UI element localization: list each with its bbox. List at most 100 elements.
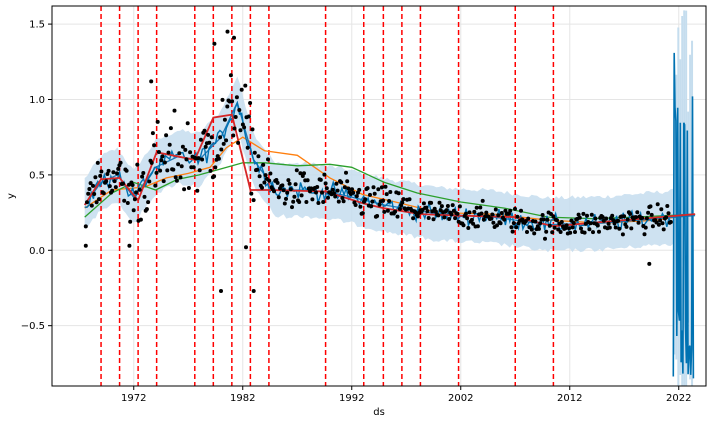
observed-point	[628, 211, 633, 216]
observed-point	[407, 197, 412, 202]
observed-point	[648, 204, 653, 209]
observed-point	[281, 188, 286, 193]
observed-point	[113, 185, 118, 190]
observed-point	[461, 223, 466, 228]
observed-point	[161, 179, 166, 184]
observed-point	[232, 35, 236, 40]
observed-point	[231, 133, 236, 138]
observed-point	[493, 207, 498, 212]
observed-point	[659, 207, 664, 212]
observed-point	[381, 198, 386, 203]
observed-point	[385, 208, 390, 213]
observed-point	[248, 101, 253, 105]
observed-point	[397, 207, 402, 211]
observed-point	[552, 225, 557, 230]
observed-point	[469, 217, 474, 222]
observed-point	[379, 185, 384, 190]
observed-point	[203, 144, 208, 149]
y-axis-label: y	[6, 193, 17, 199]
observed-point	[250, 127, 255, 132]
observed-point	[481, 217, 486, 222]
observed-point	[437, 200, 442, 205]
observed-point	[479, 211, 484, 216]
plot-frame	[51, 5, 707, 387]
observed-point	[272, 189, 276, 194]
observed-point	[310, 197, 315, 202]
observed-point	[191, 165, 196, 170]
observed-point	[513, 206, 517, 211]
observed-point	[490, 212, 495, 217]
observed-point	[180, 144, 185, 149]
observed-point	[369, 204, 374, 209]
observed-point	[220, 97, 225, 102]
observed-point	[559, 220, 564, 224]
observed-point	[467, 210, 472, 215]
observed-point	[308, 189, 312, 194]
y-tick-label: 0.0	[29, 246, 45, 257]
observed-point	[282, 201, 287, 206]
observed-point	[543, 236, 547, 241]
observed-point	[666, 211, 671, 216]
observed-point	[442, 215, 447, 220]
observed-point	[371, 185, 376, 190]
observed-point	[515, 214, 520, 219]
observed-point	[316, 201, 321, 205]
observed-point	[588, 221, 593, 226]
observed-point	[322, 172, 327, 177]
observed-point	[299, 193, 304, 198]
observed-point	[167, 142, 172, 147]
observed-point	[294, 168, 299, 173]
observed-point	[112, 179, 117, 184]
x-tick-label: 1972	[121, 393, 146, 404]
observed-point	[551, 214, 556, 219]
observed-point	[89, 203, 94, 208]
observed-point	[288, 187, 293, 192]
observed-point	[353, 203, 358, 207]
observed-point	[251, 289, 256, 293]
observed-point	[202, 128, 207, 133]
observed-point	[433, 209, 438, 214]
observed-point	[236, 140, 241, 145]
observed-point	[320, 190, 324, 195]
observed-point	[212, 41, 217, 46]
observed-point	[128, 219, 133, 224]
observed-point	[625, 217, 630, 222]
x-tick-label: 1992	[339, 393, 364, 404]
observed-point	[91, 183, 95, 188]
observed-point	[218, 135, 223, 140]
observed-point	[573, 230, 577, 234]
observed-point	[634, 215, 639, 220]
observed-point	[176, 162, 181, 167]
observed-point	[577, 215, 582, 220]
observed-point	[439, 204, 444, 209]
observed-point	[564, 223, 569, 228]
observed-point	[104, 179, 109, 184]
observed-point	[251, 198, 256, 203]
observed-point	[502, 217, 507, 222]
observed-point	[257, 174, 262, 179]
observed-point	[480, 198, 485, 203]
observed-point	[107, 184, 112, 189]
observed-point	[239, 87, 244, 92]
observed-point	[571, 221, 576, 225]
observed-point	[198, 137, 203, 142]
observed-point	[658, 218, 663, 223]
observed-point	[232, 126, 237, 131]
observed-point	[155, 119, 160, 124]
observed-point	[375, 214, 380, 218]
observed-point	[276, 195, 281, 200]
observed-point	[354, 194, 359, 199]
y-tick-label: 0.5	[29, 170, 45, 181]
observed-point	[182, 187, 187, 192]
observed-point	[233, 115, 238, 119]
observed-point	[200, 157, 205, 162]
observed-point	[244, 245, 248, 250]
observed-point	[384, 192, 389, 197]
observed-point	[315, 185, 320, 189]
observed-point	[267, 178, 272, 183]
observed-point	[333, 194, 338, 199]
observed-point	[124, 168, 129, 173]
observed-point	[188, 150, 193, 155]
observed-point	[86, 191, 91, 196]
observed-point	[579, 226, 583, 231]
